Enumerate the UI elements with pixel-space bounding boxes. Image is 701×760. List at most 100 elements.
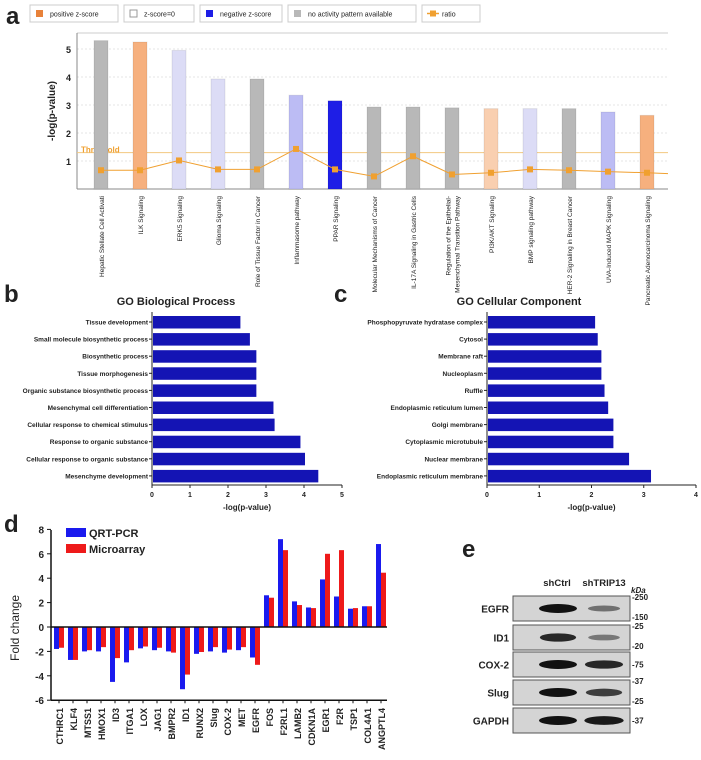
ratio-marker: [449, 171, 455, 178]
bar: [288, 94, 304, 190]
kda-marker: -250: [632, 593, 649, 602]
y-tick-label: -4: [35, 672, 44, 683]
bar: [153, 401, 274, 414]
bar-qrt-pcr: [236, 627, 241, 651]
ratio-marker: [566, 167, 572, 174]
bar: [522, 108, 538, 190]
x-category-label: Pancreatic Adenocarcinoma Signaling: [645, 196, 652, 306]
bar-qrt-pcr: [222, 627, 227, 653]
protein-band: [588, 634, 620, 641]
y-category-label: Phosphopyruvate hydratase complex: [367, 320, 483, 327]
y-tick-label: 5: [66, 45, 71, 55]
x-category-label: Molecular Mechanisms of Cancer: [372, 195, 379, 292]
blot-egfr: [512, 595, 631, 622]
bar: [132, 41, 148, 190]
legend-swatch: [36, 10, 43, 17]
bar-microarray: [199, 627, 204, 653]
ratio-marker: [293, 145, 299, 152]
ratio-marker: [410, 153, 416, 160]
bar-qrt-pcr: [152, 627, 157, 651]
x-category-label: ANGPTL4: [377, 708, 387, 750]
bar-qrt-pcr: [362, 606, 367, 627]
x-category-label: ID3: [111, 708, 121, 722]
protein-band: [584, 716, 624, 725]
ratio-marker: [137, 167, 143, 174]
y-category-label: Biosynthetic process: [82, 354, 148, 361]
x-tick-label: 4: [694, 492, 698, 499]
bar: [444, 107, 460, 190]
legend-item: [287, 4, 417, 23]
blot-cox-2: [512, 651, 631, 678]
x-category-label: LAMB2: [293, 708, 303, 739]
bar-microarray: [269, 597, 274, 627]
y-tick-label: 8: [38, 525, 44, 536]
x-category-label: Glioma Signaling: [216, 196, 223, 246]
protein-label: Slug: [487, 689, 509, 700]
ratio-marker: [488, 169, 494, 176]
bar-microarray: [297, 605, 302, 627]
x-category-label: TSP1: [349, 708, 359, 731]
x-category-label: UVA-Induced MAPK Signaling: [606, 196, 613, 283]
y-category-label: Endoplasmic reticulum membrane: [377, 473, 484, 480]
bar: [153, 469, 319, 483]
legend-item: [29, 4, 119, 23]
bar: [366, 106, 382, 190]
y-category-label: Tissue morphogenesis: [77, 371, 148, 378]
x-axis-label: -log(p-value): [568, 503, 616, 512]
panel-label-b: b: [4, 281, 19, 308]
legend-label: positive z-score: [50, 12, 99, 19]
x-axis-label: -log(p-value): [223, 503, 271, 512]
legend-box: [123, 4, 195, 23]
y-category-label: Endoplasmic reticulum lumen: [391, 405, 483, 412]
bar-microarray: [157, 627, 162, 648]
kda-marker: -150: [632, 613, 649, 622]
bar-microarray: [143, 627, 148, 647]
x-category-label: HER-2 Signaling in Breast Cancer: [567, 195, 574, 294]
x-category-label: F2R: [335, 708, 345, 726]
x-category-label: BMP signaling pathway: [528, 195, 535, 263]
y-tick-label: -2: [35, 647, 44, 658]
bar: [561, 108, 577, 190]
legend-item: [421, 4, 481, 23]
x-category-label: ERK5 Signaling: [177, 196, 184, 242]
x-category-label: CTHRC1: [55, 708, 65, 745]
y-axis-label: Fold change: [8, 595, 22, 661]
legend-label: no activity pattern available: [308, 12, 393, 19]
x-category-label: COX-2: [223, 708, 233, 736]
protein-band: [539, 604, 577, 613]
bar-microarray: [101, 627, 106, 648]
x-category-label: MET: [237, 708, 247, 728]
legend-label: z-score=0: [144, 12, 175, 19]
bar: [483, 108, 499, 190]
ratio-marker: [254, 166, 260, 173]
legend-item: [199, 4, 283, 23]
y-category-label: Nuclear membrane: [424, 456, 483, 463]
bar-qrt-pcr: [96, 627, 101, 652]
bar-qrt-pcr: [348, 608, 353, 627]
x-category-label: LOX: [139, 708, 149, 727]
panel-label-a: a: [6, 3, 20, 30]
protein-band: [539, 716, 577, 725]
bar: [488, 452, 630, 466]
bar-qrt-pcr: [250, 627, 255, 658]
legend-box: [199, 4, 283, 23]
bar-microarray: [227, 627, 232, 650]
legend-swatch: [129, 9, 138, 18]
legend-swatch: [294, 10, 301, 17]
y-tick-label: 3: [66, 101, 71, 111]
y-tick-label: -6: [35, 696, 44, 707]
bar-qrt-pcr: [180, 627, 185, 690]
ratio-marker: [605, 168, 611, 175]
bar-qrt-pcr: [124, 627, 129, 663]
x-tick-label: 1: [537, 492, 541, 499]
bar-microarray: [353, 608, 358, 627]
blot-id1: [512, 624, 631, 651]
kda-marker: -25: [632, 622, 644, 631]
x-category-label: Regulation of the Epithelial-: [446, 196, 453, 276]
ratio-marker: [176, 157, 182, 164]
bar-qrt-pcr: [110, 627, 115, 682]
bar: [488, 350, 602, 363]
protein-band: [539, 660, 577, 669]
legend-ratio-marker: [430, 10, 436, 17]
